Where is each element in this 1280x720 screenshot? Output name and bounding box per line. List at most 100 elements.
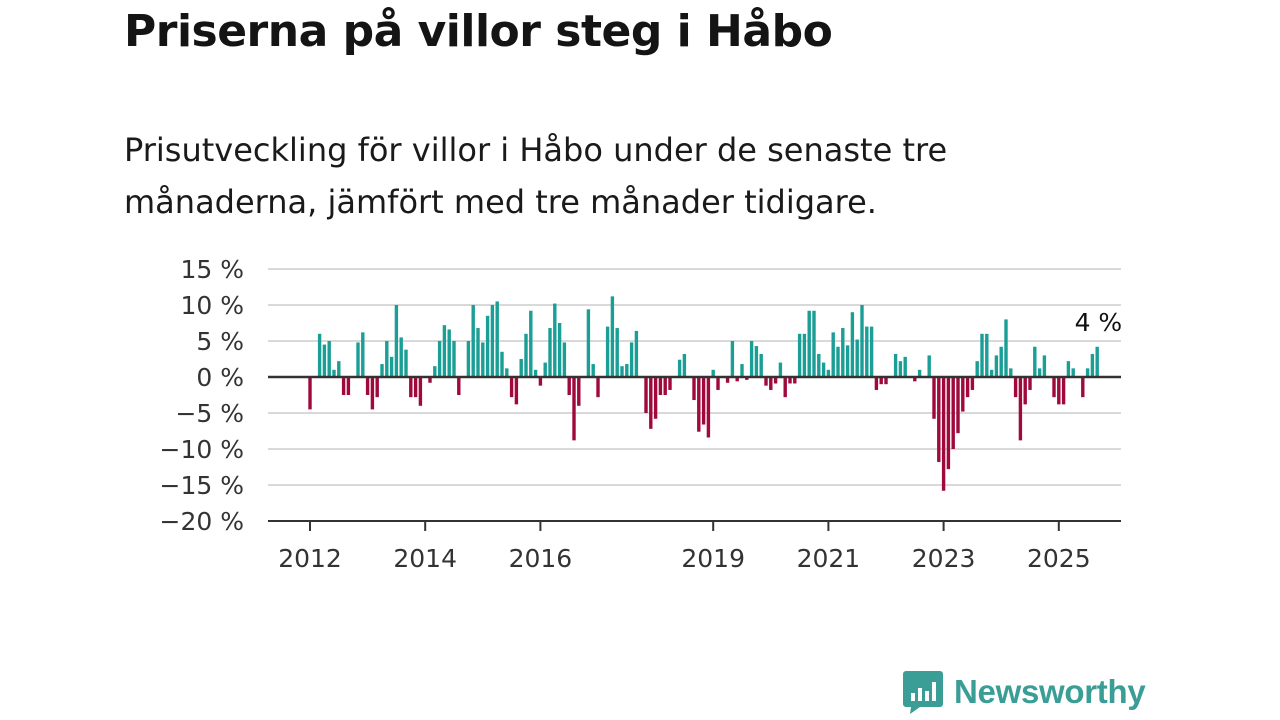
bar — [428, 377, 432, 383]
bar — [946, 377, 951, 470]
bar — [596, 377, 600, 398]
bar — [471, 305, 475, 377]
bar — [989, 369, 994, 377]
bar — [538, 377, 543, 386]
bar — [783, 377, 787, 398]
bar — [917, 369, 922, 377]
bar — [793, 377, 797, 384]
bar — [649, 377, 653, 429]
bar — [610, 296, 615, 377]
bar — [735, 377, 739, 382]
bar — [370, 377, 375, 410]
x-tick-label: 2019 — [681, 544, 745, 573]
bar — [831, 332, 835, 377]
bar — [980, 333, 984, 377]
bar — [361, 332, 365, 377]
bar — [380, 364, 384, 377]
bar — [663, 377, 667, 395]
bar — [413, 377, 418, 398]
bar — [658, 377, 663, 395]
bar — [548, 328, 552, 377]
chart-title: Priserna på villor steg i Håbo — [124, 6, 833, 57]
bar — [773, 377, 778, 384]
bar — [725, 377, 730, 383]
bar — [442, 325, 447, 377]
bar — [346, 377, 351, 395]
y-tick-label: 0 % — [196, 363, 244, 392]
x-tick-label: 2023 — [912, 544, 976, 573]
bar — [586, 309, 591, 377]
bar — [625, 364, 629, 377]
bar — [481, 342, 485, 377]
bar — [797, 333, 802, 377]
bar — [524, 333, 528, 377]
bar — [629, 342, 634, 377]
grid-lines — [268, 268, 1121, 486]
bar — [653, 377, 658, 419]
bar — [389, 356, 394, 377]
bar — [740, 364, 744, 377]
bar — [308, 377, 312, 410]
bar — [644, 377, 648, 413]
bar — [759, 353, 763, 377]
bar — [341, 377, 346, 395]
bar — [836, 346, 840, 377]
bar — [913, 377, 917, 382]
bar — [975, 361, 979, 377]
bar — [692, 377, 696, 401]
bar — [893, 353, 898, 377]
bar — [855, 339, 859, 377]
bar — [356, 342, 360, 377]
bar — [903, 356, 907, 377]
bar — [1052, 377, 1056, 398]
bar — [433, 366, 437, 377]
bar — [317, 333, 322, 377]
bar — [1028, 377, 1032, 390]
bar — [884, 377, 888, 385]
bar — [941, 377, 946, 491]
bar — [697, 377, 701, 432]
y-tick-label: 10 % — [180, 291, 244, 320]
bar — [1004, 319, 1008, 377]
bar — [749, 341, 754, 377]
bar — [418, 377, 423, 406]
newsworthy-logo: Newsworthy — [902, 670, 1146, 714]
y-tick-label: −10 % — [160, 435, 244, 464]
y-tick-label: 15 % — [180, 255, 244, 284]
bar — [553, 303, 557, 377]
bar — [562, 342, 567, 377]
bar — [447, 329, 451, 377]
bar — [682, 353, 687, 377]
bar — [509, 377, 514, 398]
bar — [385, 341, 389, 377]
bar — [1081, 377, 1085, 398]
bar — [1071, 368, 1075, 377]
bar — [615, 328, 619, 377]
bar — [932, 377, 936, 419]
bar — [1009, 368, 1013, 377]
bar — [850, 312, 855, 377]
bar — [778, 362, 783, 377]
bar — [490, 305, 495, 377]
bar — [841, 328, 845, 377]
bar — [1057, 377, 1061, 405]
bar — [788, 377, 792, 384]
bar — [500, 351, 504, 377]
bar — [514, 377, 519, 405]
bar — [394, 305, 399, 377]
bar — [322, 344, 327, 377]
y-tick-label: −5 % — [175, 399, 244, 428]
bar — [375, 377, 379, 398]
bar — [807, 310, 811, 377]
bar — [985, 333, 989, 377]
bar — [505, 368, 509, 377]
bar — [668, 377, 672, 390]
bar — [572, 377, 576, 441]
bar — [557, 323, 562, 377]
bar — [898, 361, 903, 377]
bar — [956, 377, 960, 434]
bar — [879, 377, 883, 385]
bar — [1033, 346, 1037, 377]
bar-chart-speech-bubble-icon — [903, 671, 943, 714]
